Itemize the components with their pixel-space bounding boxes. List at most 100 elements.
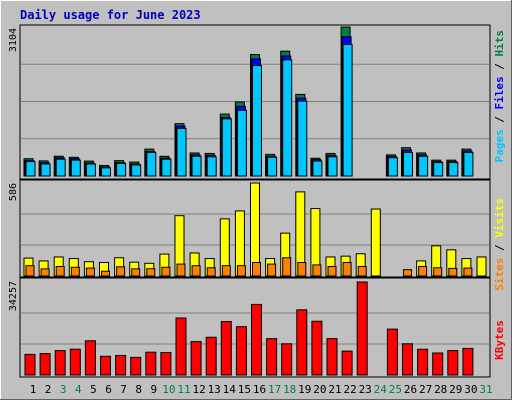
- x-tick-label-day-29: 29: [449, 383, 462, 396]
- traffic-bar-pages-day-9: [146, 151, 157, 177]
- visits-bar-sites-day-20: [312, 264, 322, 277]
- kbytes-bar-kbytes-day-23: [356, 281, 368, 376]
- x-tick-label-day-31: 31: [479, 383, 492, 396]
- x-tick-label-day-21: 21: [328, 383, 341, 396]
- x-tick-label-day-4: 4: [75, 383, 82, 396]
- visits-bar-sites-day-5: [85, 267, 95, 277]
- traffic-bar-pages-day-2: [40, 163, 51, 177]
- kbytes-bar-kbytes-day-18: [281, 343, 293, 376]
- x-tick-label-day-8: 8: [135, 383, 142, 396]
- x-tick-label-day-6: 6: [105, 383, 112, 396]
- visits-bar-sites-day-17: [267, 263, 277, 277]
- x-tick-label-day-11: 11: [177, 383, 190, 396]
- visits-bar-sites-day-15: [236, 265, 246, 277]
- traffic-bar-pages-day-8: [131, 164, 142, 177]
- kbytes-bar-kbytes-day-2: [39, 353, 51, 376]
- traffic-bar-pages-day-15: [236, 109, 247, 177]
- visits-bar-sites-day-13: [206, 267, 216, 277]
- x-tick-label-day-22: 22: [343, 383, 356, 396]
- legend-separator: /: [493, 238, 506, 258]
- x-tick-label-day-12: 12: [192, 383, 205, 396]
- visits-bar-sites-day-9: [146, 268, 156, 277]
- kbytes-bar-kbytes-day-30: [462, 347, 474, 376]
- traffic-bar-pages-day-25: [387, 157, 398, 177]
- x-tick-label-day-16: 16: [253, 383, 266, 396]
- kbytes-bar-kbytes-day-27: [417, 348, 429, 376]
- kbytes-bar-kbytes-day-20: [311, 320, 323, 376]
- traffic-bar-pages-day-17: [267, 156, 278, 177]
- x-tick-label-day-26: 26: [404, 383, 417, 396]
- kbytes-bar-kbytes-day-15: [235, 326, 247, 376]
- legend-sites: Sites: [493, 258, 506, 291]
- traffic-bar-pages-day-4: [70, 159, 81, 177]
- traffic-bar-pages-day-29: [448, 162, 459, 177]
- x-tick-label-day-17: 17: [268, 383, 281, 396]
- visits-bar-sites-day-10: [161, 266, 171, 277]
- traffic-bar-pages-day-5: [85, 163, 96, 177]
- x-tick-label-day-25: 25: [389, 383, 402, 396]
- bottom-panel-legend: KBytes: [493, 320, 506, 360]
- kbytes-bar-kbytes-day-29: [447, 350, 459, 376]
- kbytes-bar-kbytes-day-7: [115, 354, 127, 376]
- kbytes-bar-kbytes-day-1: [24, 353, 36, 376]
- kbytes-bar-kbytes-day-8: [130, 356, 142, 376]
- x-tick-label-day-15: 15: [238, 383, 251, 396]
- kbytes-bar-kbytes-day-22: [341, 350, 353, 376]
- visits-bar-visits-day-31: [476, 256, 487, 277]
- visits-bar-sites-day-6: [101, 270, 110, 277]
- kbytes-bar-kbytes-day-4: [69, 348, 81, 376]
- top-panel-legend: Pages / Files / Hits: [493, 30, 506, 163]
- x-axis-labels: 1 2 3 4 5 6 7 8 9 10 11 12 13 14 15 16 17 18 19 20 21 22 23 24 2…: [30, 383, 493, 396]
- kbytes-bar-kbytes-day-19: [296, 309, 308, 376]
- visits-bar-sites-day-2: [40, 268, 50, 277]
- x-tick-label-day-30: 30: [464, 383, 477, 396]
- x-tick-label-day-9: 9: [150, 383, 157, 396]
- visits-bar-sites-day-7: [116, 266, 126, 277]
- traffic-bar-pages-day-14: [221, 118, 232, 177]
- visits-bar-sites-day-14: [221, 265, 231, 277]
- kbytes-bar-kbytes-day-16: [251, 303, 262, 376]
- x-tick-label-day-23: 23: [359, 383, 372, 396]
- traffic-bar-pages-day-18: [282, 59, 293, 177]
- kbytes-bar-kbytes-day-28: [432, 352, 444, 376]
- kbytes-bar-kbytes-day-5: [84, 340, 96, 376]
- legend-separator: /: [493, 110, 506, 130]
- visits-bar-sites-day-27: [418, 265, 428, 277]
- x-tick-label-day-2: 2: [45, 383, 52, 396]
- kbytes-bar-kbytes-day-12: [190, 341, 202, 376]
- visits-bar-sites-day-23: [357, 265, 367, 277]
- svg-text:Sites / Visits: Sites / Visits: [493, 198, 506, 291]
- visits-bar-sites-day-21: [327, 265, 337, 277]
- traffic-bar-pages-day-22: [342, 43, 353, 177]
- top-panel-ymax: 3104: [8, 28, 19, 52]
- traffic-bar-pages-day-20: [312, 160, 323, 177]
- bottom-panel-ymax: 34257: [8, 281, 19, 311]
- x-tick-label-day-5: 5: [90, 383, 97, 396]
- x-tick-label-day-19: 19: [298, 383, 311, 396]
- kbytes-bar-kbytes-day-21: [326, 338, 338, 376]
- visits-bar-sites-day-26: [403, 269, 412, 277]
- kbytes-bar-kbytes-day-6: [100, 355, 111, 376]
- visits-bar-sites-day-16: [252, 262, 261, 277]
- legend-pages: Pages: [493, 129, 506, 162]
- chart-title: Daily usage for June 2023: [20, 8, 201, 22]
- traffic-bar-pages-day-3: [55, 158, 66, 177]
- x-tick-label-day-28: 28: [434, 383, 447, 396]
- traffic-bar-pages-day-16: [252, 65, 262, 177]
- traffic-bar-pages-day-26: [403, 151, 413, 177]
- svg-text:Pages / Files / Hits: Pages / Files / Hits: [493, 30, 506, 163]
- traffic-bar-pages-day-11: [176, 127, 187, 177]
- legend-hits: Hits: [493, 30, 506, 57]
- kbytes-bar-kbytes-day-26: [402, 343, 413, 376]
- traffic-bar-pages-day-27: [418, 155, 429, 177]
- x-tick-label-day-27: 27: [419, 383, 432, 396]
- visits-bar-visits-day-24: [370, 208, 381, 277]
- legend-files: Files: [493, 76, 506, 109]
- legend-separator: /: [493, 57, 506, 77]
- kbytes-bar-kbytes-day-25: [386, 328, 398, 376]
- visits-bar-sites-day-12: [191, 265, 201, 277]
- visits-bar-sites-day-18: [282, 257, 292, 277]
- visits-bar-sites-day-29: [448, 267, 458, 277]
- middle-panel-legend: Sites / Visits: [493, 198, 506, 291]
